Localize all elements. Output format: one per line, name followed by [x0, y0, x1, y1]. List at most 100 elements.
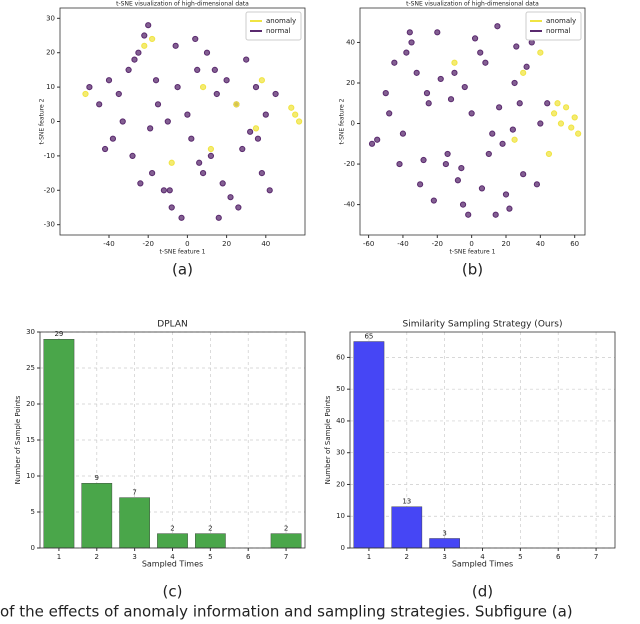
scatter-point	[477, 49, 484, 56]
value-label: 2	[208, 525, 212, 533]
bar	[270, 533, 302, 549]
subcaption: (b)	[462, 261, 483, 279]
scatter-point	[115, 90, 122, 98]
scatter-point	[399, 130, 407, 137]
scatter-point	[109, 135, 117, 142]
scatter-point	[413, 69, 420, 76]
scatter-point	[86, 84, 93, 91]
scatter-point	[207, 145, 215, 153]
plot-frame	[39, 331, 306, 549]
scatter-point	[168, 159, 175, 166]
plot-frame	[349, 331, 616, 549]
y-tick-label: 10	[46, 83, 55, 91]
scatter-point	[468, 110, 475, 117]
scatter-point	[374, 136, 381, 143]
scatter-point	[141, 32, 148, 39]
scatter-point	[96, 101, 103, 108]
y-tick-label: 20	[26, 400, 35, 408]
scatter-point	[403, 49, 410, 56]
scatter-point	[511, 136, 518, 143]
y-tick-label: 20	[336, 480, 345, 488]
y-tick-label: 30	[46, 14, 55, 22]
y-tick-label: 25	[26, 364, 35, 372]
scatter-point	[262, 111, 269, 118]
scatter-point	[199, 169, 207, 177]
value-label: 7	[132, 489, 136, 497]
x-tick-label: 3	[132, 553, 136, 561]
scatter-point	[199, 84, 207, 91]
y-tick-label: 10	[26, 472, 35, 480]
scatter-point	[513, 43, 520, 50]
scatter-point	[154, 101, 162, 108]
scatter-point	[451, 59, 458, 66]
scatter-point	[192, 35, 199, 43]
scatter-point	[178, 214, 185, 221]
scatter-point	[254, 135, 262, 142]
scatter-point	[292, 111, 299, 118]
y-tick-label: 40	[346, 38, 355, 46]
scatter-point	[145, 22, 152, 29]
scatter-point	[233, 101, 240, 108]
scatter-point	[149, 169, 156, 177]
scatter-point	[523, 63, 530, 70]
y-tick-label: -30	[44, 221, 55, 229]
scatter-point	[125, 66, 132, 74]
scatter-point	[174, 84, 181, 91]
scatter-point	[545, 150, 553, 158]
x-tick-label: -60	[363, 240, 374, 248]
value-label: 13	[402, 498, 411, 506]
y-tick-label: -20	[344, 160, 355, 168]
x-tick-label: 40	[536, 240, 545, 248]
scatter-point	[172, 42, 179, 49]
x-tick-label: 2	[95, 553, 99, 561]
scatter-point	[168, 204, 175, 211]
legend-box	[525, 11, 582, 41]
scatter-point	[105, 77, 113, 84]
scatter-point	[131, 56, 138, 63]
y-tick-label: 5	[31, 508, 35, 516]
scatter-point	[444, 150, 451, 158]
subcaption: (c)	[163, 583, 183, 601]
x-tick-label: 60	[570, 240, 579, 248]
scatter-point	[478, 185, 486, 192]
y-tick-label: 0	[351, 120, 355, 128]
x-tick-label: 40	[261, 240, 270, 248]
scatter-point	[420, 156, 427, 164]
scatter-point	[557, 120, 565, 127]
scatter-point	[382, 90, 389, 97]
scatter-point	[417, 181, 424, 188]
scatter-point	[485, 150, 492, 158]
scatter-point	[129, 152, 136, 159]
scatter-point	[461, 83, 468, 91]
scatter-point	[296, 118, 303, 125]
y-tick-label: -20	[44, 186, 55, 194]
x-tick-label: 4	[170, 553, 175, 561]
x-tick-label: 2	[405, 553, 409, 561]
scatter-point	[137, 180, 144, 187]
scatter-point	[430, 197, 437, 204]
x-tick-label: 20	[502, 240, 511, 248]
x-tick-label: 6	[556, 553, 561, 561]
scatter-point	[166, 187, 173, 194]
scatter-point	[451, 69, 458, 76]
bar	[119, 497, 150, 549]
scatter-point	[119, 118, 126, 125]
scatter-point	[482, 59, 489, 66]
scatter-point	[243, 56, 250, 63]
scatter-point	[213, 90, 220, 98]
value-label: 29	[54, 330, 63, 338]
y-tick-label: 0	[341, 544, 345, 552]
scatter-point	[499, 140, 506, 147]
scatter-point	[516, 100, 523, 107]
legend-label: anomaly	[546, 17, 576, 25]
plot-frame	[59, 7, 306, 236]
scatter-point	[272, 90, 279, 98]
legend-box	[245, 11, 302, 41]
scatter-point	[203, 49, 211, 56]
y-tick-label: 0	[51, 118, 55, 126]
scatter-point	[434, 29, 441, 36]
scatter-point	[196, 159, 203, 166]
scatter-point	[458, 165, 465, 172]
legend-label: anomaly	[266, 17, 296, 25]
scatter-point	[544, 100, 551, 107]
